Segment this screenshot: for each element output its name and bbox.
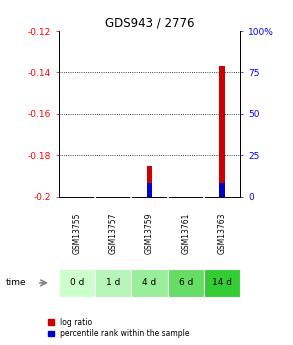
Legend: log ratio, percentile rank within the sample: log ratio, percentile rank within the sa… bbox=[45, 315, 193, 341]
Bar bbox=[59, 269, 95, 297]
Text: GSM13755: GSM13755 bbox=[72, 212, 81, 254]
Text: GSM13761: GSM13761 bbox=[181, 212, 190, 254]
Bar bbox=[147, 184, 152, 197]
Text: 14 d: 14 d bbox=[212, 278, 232, 287]
Bar bbox=[219, 66, 225, 197]
Text: 6 d: 6 d bbox=[178, 278, 193, 287]
Title: GDS943 / 2776: GDS943 / 2776 bbox=[105, 17, 194, 30]
Bar bbox=[219, 184, 225, 197]
Bar bbox=[168, 269, 204, 297]
Bar bbox=[147, 166, 152, 197]
Text: GSM13763: GSM13763 bbox=[218, 212, 226, 254]
Text: 4 d: 4 d bbox=[142, 278, 156, 287]
Bar bbox=[95, 269, 131, 297]
Text: 1 d: 1 d bbox=[106, 278, 120, 287]
Text: GSM13759: GSM13759 bbox=[145, 212, 154, 254]
Text: time: time bbox=[6, 278, 26, 287]
Text: 0 d: 0 d bbox=[69, 278, 84, 287]
Text: GSM13757: GSM13757 bbox=[109, 212, 117, 254]
Bar bbox=[204, 269, 240, 297]
Bar bbox=[131, 269, 168, 297]
